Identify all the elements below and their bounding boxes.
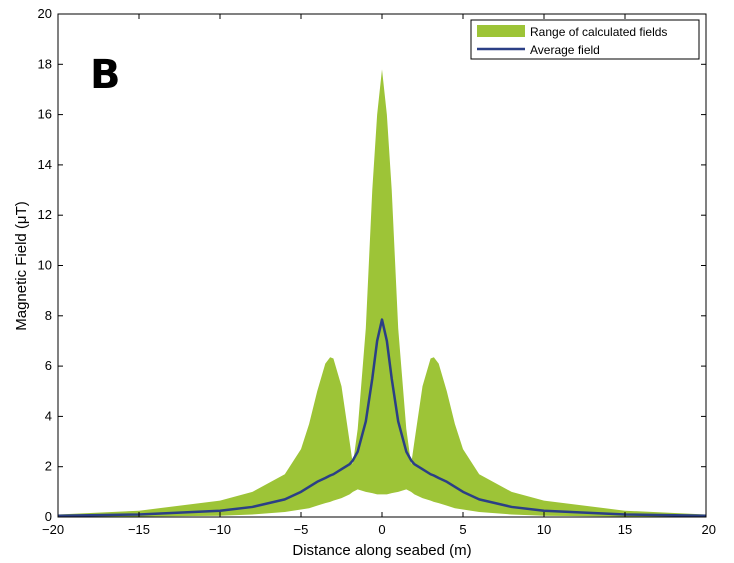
legend-label-average: Average field	[530, 43, 600, 57]
y-tick-label: 6	[45, 358, 52, 373]
x-tick-label: −10	[209, 522, 231, 537]
x-tick-label: −15	[128, 522, 150, 537]
average-field-line	[57, 318, 707, 517]
legend: Range of calculated fields Average field	[470, 19, 700, 60]
y-tick-label: 4	[45, 408, 52, 423]
legend-swatch-band	[477, 25, 525, 37]
y-axis-label: Magnetic Field (μT)	[13, 201, 30, 331]
y-tick-label: 8	[45, 308, 52, 323]
y-axis-label-prefix: Magnetic Field (	[13, 224, 30, 331]
y-tick-label: 20	[38, 6, 52, 21]
y-tick-label: 10	[38, 258, 52, 273]
ticks-layer: −20 −15 −10 −5 0 5 10 15 20 0 2 4 6 8 10 12 14 16 18 20	[38, 6, 716, 537]
legend-label-band: Range of calculated fields	[530, 25, 667, 39]
x-tick-label: −20	[42, 522, 64, 537]
panel-label: B	[90, 52, 121, 98]
y-tick-label: 2	[45, 459, 52, 474]
y-axis-label-suffix: T)	[13, 201, 30, 215]
range-band	[58, 69, 706, 517]
x-tick-label: 5	[459, 522, 466, 537]
y-tick-label: 0	[45, 509, 52, 524]
y-tick-label: 16	[38, 107, 52, 122]
series-layer	[57, 69, 707, 517]
y-tick-label: 18	[38, 56, 52, 71]
y-axis-label-mu: μ	[13, 215, 30, 224]
x-tick-label: 20	[702, 522, 716, 537]
x-axis-label: Distance along seabed (m)	[292, 542, 471, 559]
plot-frame	[57, 13, 707, 518]
x-tick-label: 10	[537, 522, 551, 537]
x-tick-label: 0	[378, 522, 385, 537]
x-tick-label: 15	[618, 522, 632, 537]
y-tick-label: 12	[38, 207, 52, 222]
y-tick-label: 14	[38, 157, 52, 172]
x-tick-label: −5	[294, 522, 309, 537]
